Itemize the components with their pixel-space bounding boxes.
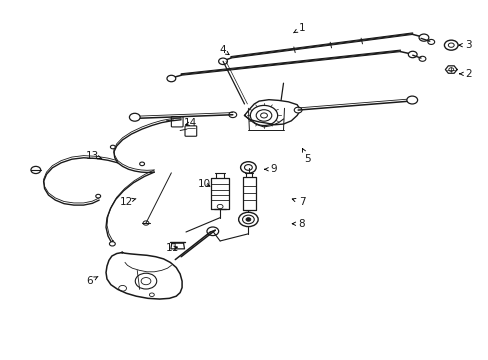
Circle shape bbox=[109, 242, 115, 246]
Text: 3: 3 bbox=[458, 40, 471, 50]
Circle shape bbox=[228, 112, 236, 118]
Text: 6: 6 bbox=[86, 276, 98, 286]
Text: 2: 2 bbox=[459, 69, 471, 79]
Text: 9: 9 bbox=[264, 164, 277, 174]
Text: 8: 8 bbox=[292, 219, 305, 229]
Text: 11: 11 bbox=[165, 243, 179, 253]
Text: 13: 13 bbox=[85, 150, 102, 161]
Circle shape bbox=[218, 58, 227, 64]
Circle shape bbox=[110, 145, 115, 149]
Text: 14: 14 bbox=[184, 118, 197, 128]
Circle shape bbox=[406, 96, 417, 104]
Circle shape bbox=[96, 194, 101, 198]
Circle shape bbox=[407, 51, 416, 58]
Circle shape bbox=[166, 75, 175, 82]
Text: 10: 10 bbox=[198, 179, 211, 189]
Circle shape bbox=[129, 113, 140, 121]
Circle shape bbox=[140, 162, 144, 166]
Text: 12: 12 bbox=[120, 197, 136, 207]
Circle shape bbox=[31, 166, 41, 174]
Text: 1: 1 bbox=[293, 23, 305, 33]
Text: 5: 5 bbox=[302, 149, 310, 164]
Circle shape bbox=[245, 218, 250, 221]
Circle shape bbox=[294, 107, 302, 113]
Text: 7: 7 bbox=[292, 197, 305, 207]
Circle shape bbox=[418, 34, 428, 41]
Text: 4: 4 bbox=[219, 45, 229, 55]
